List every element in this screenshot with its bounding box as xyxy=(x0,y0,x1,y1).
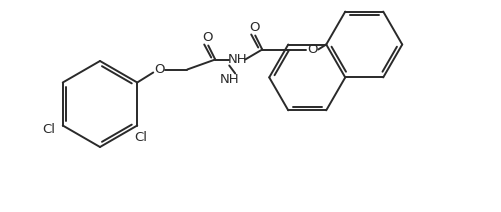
Text: NH: NH xyxy=(227,53,247,66)
Text: O: O xyxy=(154,63,164,76)
Text: Cl: Cl xyxy=(135,131,148,144)
Text: O: O xyxy=(307,43,318,56)
Text: Cl: Cl xyxy=(42,123,55,136)
Text: NH: NH xyxy=(219,73,239,86)
Text: O: O xyxy=(249,21,260,34)
Text: O: O xyxy=(202,31,212,44)
